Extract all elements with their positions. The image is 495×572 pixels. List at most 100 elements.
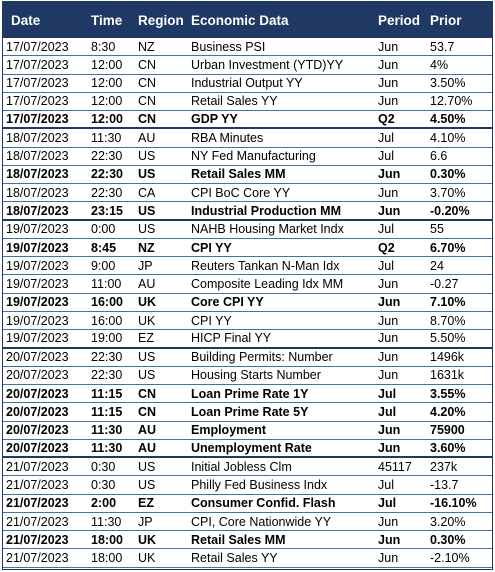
cell-economic-data: Building Permits: Number: [191, 350, 333, 365]
cell-period: Jun: [378, 94, 399, 109]
cell-region: US: [138, 222, 156, 237]
cell-period: Jul: [378, 478, 394, 492]
cell-time: 8:30: [91, 39, 116, 54]
cell-economic-data: Retail Sales YY: [191, 551, 278, 566]
cell-prior: 75900: [430, 423, 465, 438]
table-row: 18/07/2023 23:15 US Industrial Production M…: [3, 202, 492, 221]
cell-prior: -0.27: [430, 277, 459, 292]
table-row: 19/07/2023 16:00 UK Core CPI YY Jun 7.10%: [3, 294, 492, 312]
cell-time: 12:00: [91, 57, 123, 72]
cell-date: 18/07/2023: [6, 185, 69, 200]
cell-prior: 4%: [430, 57, 449, 72]
cell-region: UK: [138, 313, 156, 328]
cell-time: 22:30: [91, 350, 123, 365]
table-row: 17/07/2023 12:00 CN Industrial Output YY Jun…: [3, 75, 492, 93]
cell-period: Jun: [378, 277, 399, 292]
cell-period: Jun: [378, 185, 399, 200]
cell-region: US: [138, 350, 156, 365]
cell-region: AU: [138, 277, 156, 292]
cell-period: Jun: [378, 368, 399, 383]
cell-time: 18:00: [91, 532, 123, 547]
cell-prior: -2.10%: [430, 551, 470, 566]
cell-time: 12:00: [91, 112, 123, 127]
cell-economic-data: Loan Prime Rate 1Y: [191, 386, 309, 401]
cell-time: 12:00: [91, 76, 123, 91]
cell-prior: 4.10%: [430, 130, 466, 145]
table-row: 18/07/2023 11:30 AU RBA Minutes Jul 4.10%: [3, 129, 492, 148]
cell-period: Jun: [378, 76, 399, 91]
cell-time: 11:30: [91, 440, 123, 455]
cell-period: Jun: [378, 313, 399, 328]
cell-region: UK: [138, 551, 156, 566]
table-row: 18/07/2023 22:30 US Retail Sales MM Jun 0.30%: [3, 166, 492, 185]
cell-time: 18:00: [91, 551, 123, 566]
cell-date: 19/07/2023: [6, 258, 69, 273]
cell-prior: 5.50%: [430, 331, 466, 346]
table-row: 17/07/2023 12:00 CN Urban Investment (YTD)Y…: [3, 56, 492, 75]
cell-date: 18/07/2023: [6, 130, 69, 145]
cell-date: 17/07/2023: [6, 112, 69, 127]
table-row: 21/07/2023 18:00 UK Retail Sales YY Jun -2.10…: [3, 549, 492, 568]
cell-time: 22:30: [91, 167, 123, 182]
cell-prior: 3.50%: [430, 76, 466, 91]
cell-economic-data: GDP YY: [191, 112, 238, 127]
table-row: 19/07/2023 11:00 AU Composite Leading Idx M…: [3, 275, 492, 294]
cell-economic-data: Employment: [191, 423, 267, 438]
cell-region: AU: [138, 423, 157, 438]
cell-date: 21/07/2023: [6, 532, 69, 547]
cell-prior: 53.7: [430, 39, 455, 54]
cell-prior: 3.60%: [430, 440, 466, 455]
cell-time: 0:30: [91, 459, 116, 474]
cell-prior: 7.10%: [430, 295, 466, 310]
cell-period: Jun: [378, 57, 399, 72]
cell-region: NZ: [138, 240, 155, 255]
cell-region: US: [138, 149, 156, 164]
cell-prior: 24: [430, 258, 444, 273]
cell-date: 17/07/2023: [6, 57, 69, 72]
cell-prior: 55: [430, 222, 444, 237]
table-row: 21/07/2023 11:30 JP CPI, Core Nationwide YY…: [3, 513, 492, 532]
cell-date: 17/07/2023: [6, 94, 69, 109]
table-row: 19/07/2023 16:00 UK CPI YY Jun 8.70%: [3, 312, 492, 331]
cell-prior: 3.70%: [430, 185, 466, 200]
header-prior: Prior: [430, 12, 462, 28]
cell-date: 19/07/2023: [6, 313, 69, 328]
cell-prior: 6.70%: [430, 240, 466, 255]
cell-date: 20/07/2023: [6, 423, 69, 438]
table-row: 18/07/2023 22:30 CA CPI BoC Core YY Jun 3.70%: [3, 184, 492, 203]
cell-prior: -16.10%: [430, 496, 477, 511]
cell-economic-data: Business PSI: [191, 39, 266, 54]
cell-prior: 0.30%: [430, 532, 466, 547]
cell-time: 22:30: [91, 185, 123, 200]
cell-period: Jun: [378, 423, 401, 438]
cell-date: 19/07/2023: [6, 240, 69, 255]
cell-time: 9:00: [91, 258, 116, 273]
cell-prior: 3.20%: [430, 514, 466, 529]
cell-period: Q2: [378, 240, 395, 255]
cell-economic-data: Reuters Tankan N-Man Idx: [191, 258, 340, 273]
cell-date: 17/07/2023: [6, 76, 69, 91]
table-row: 18/07/2023 22:30 US NY Fed Manufacturing Jul…: [3, 148, 492, 166]
cell-region: CN: [138, 57, 157, 72]
cell-region: CN: [138, 94, 157, 109]
cell-period: Jun: [378, 514, 399, 529]
cell-date: 21/07/2023: [6, 551, 69, 566]
cell-economic-data: RBA Minutes: [191, 130, 264, 145]
cell-region: CN: [138, 386, 157, 401]
cell-date: 21/07/2023: [6, 478, 69, 492]
cell-region: UK: [138, 532, 157, 547]
table-body: 17/07/2023 8:30 NZ Business PSI Jun 53.7 17/07…: [3, 38, 492, 568]
cell-prior: 237k: [430, 459, 458, 474]
cell-time: 0:30: [91, 478, 116, 492]
header-economic-data: Economic Data: [191, 12, 289, 28]
cell-economic-data: CPI YY: [191, 240, 232, 255]
cell-date: 20/07/2023: [6, 386, 69, 401]
cell-period: Jul: [378, 496, 397, 511]
cell-period: Jul: [378, 149, 394, 164]
cell-region: NZ: [138, 39, 155, 54]
cell-economic-data: Initial Jobless Clm: [191, 459, 292, 474]
cell-economic-data: Core CPI YY: [191, 295, 264, 310]
cell-time: 8:45: [91, 240, 117, 255]
cell-prior: 1496k: [430, 350, 465, 365]
